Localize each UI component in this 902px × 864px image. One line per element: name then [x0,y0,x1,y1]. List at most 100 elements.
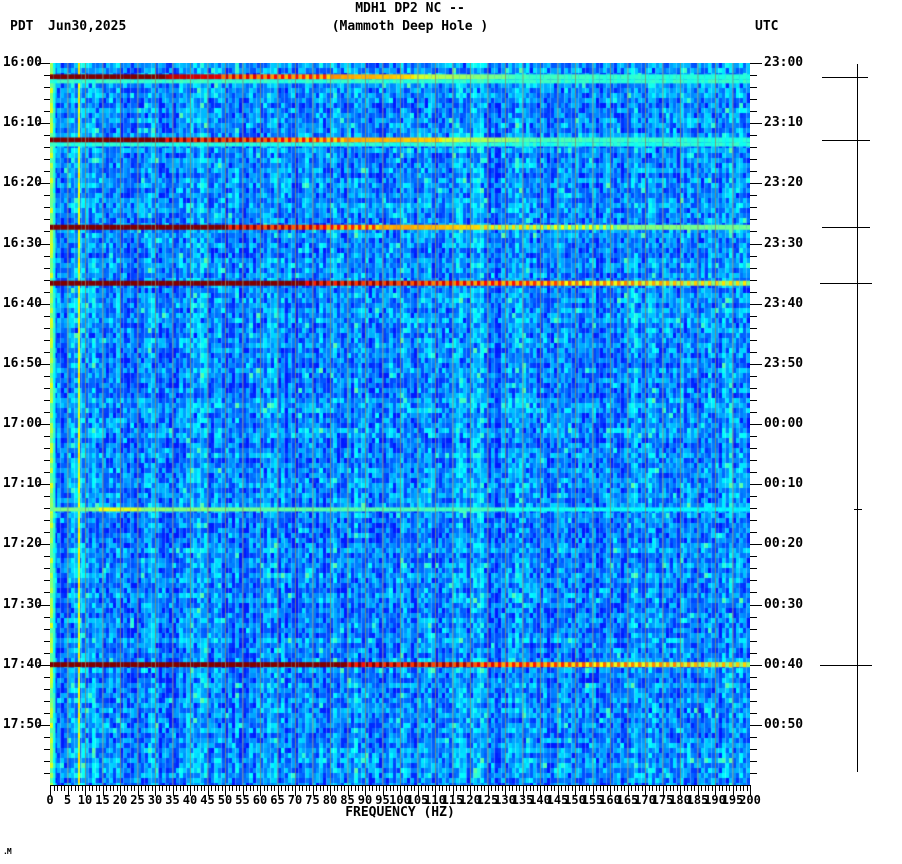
date-label: Jun30,2025 [48,19,127,34]
right-major-tick [750,63,762,64]
x-minor-tick [284,785,286,791]
x-minor-tick [613,785,615,791]
x-major-tick [382,785,384,796]
right-minor-tick [750,448,757,450]
x-minor-tick [690,785,692,791]
x-minor-tick [106,785,107,791]
x-minor-tick [74,785,76,791]
right-axis-tick-label: 23:00 [764,55,804,70]
x-minor-tick [533,785,534,791]
x-minor-tick [694,785,695,791]
x-minor-tick [323,785,324,791]
x-minor-tick [547,785,548,791]
x-minor-tick [739,785,741,791]
x-minor-tick [375,785,377,791]
right-minor-tick [750,556,757,558]
x-major-tick [522,785,524,796]
right-minor-tick [750,568,757,570]
right-minor-tick [750,532,757,534]
x-minor-tick [53,785,55,791]
x-minor-tick [337,785,338,791]
x-major-tick [662,785,664,796]
x-minor-tick [578,785,580,791]
right-minor-tick [750,580,757,582]
x-minor-tick [288,785,289,791]
x-minor-tick [57,785,58,791]
x-minor-tick [134,785,135,791]
x-minor-tick [239,785,240,791]
x-minor-tick [596,785,597,791]
x-major-tick [540,785,541,796]
x-minor-tick [60,785,62,791]
right-minor-tick [750,267,757,269]
marker-bar-axis [857,64,858,772]
right-minor-tick [750,219,757,221]
right-minor-tick [750,315,757,317]
left-major-tick [38,604,50,606]
x-minor-tick [316,785,317,791]
x-minor-tick [379,785,380,791]
right-minor-tick [750,748,757,750]
x-minor-tick [214,785,216,791]
x-minor-tick [393,785,394,791]
right-axis-tick-label: 00:50 [764,716,804,732]
x-minor-tick [71,785,72,791]
right-axis-tick-label: 23:30 [764,235,804,251]
x-major-tick [242,785,244,796]
right-minor-tick [750,460,757,462]
right-minor-tick [750,676,757,678]
x-minor-tick [253,785,254,791]
x-minor-tick [722,785,723,791]
x-minor-tick [92,785,93,791]
x-minor-tick [736,785,737,791]
x-major-tick [120,785,121,796]
corner-mark: .M [3,847,12,856]
left-major-tick [38,123,50,125]
x-major-tick [627,785,629,796]
event-amplitude-dash [854,509,862,510]
x-minor-tick [463,785,464,791]
x-minor-tick [648,785,650,791]
left-axis-tick-label: 17:40 [2,656,42,672]
x-minor-tick [683,785,685,791]
right-minor-tick [750,652,757,654]
x-minor-tick [666,785,667,791]
left-major-tick [38,63,50,64]
x-minor-tick [176,785,177,791]
x-minor-tick [113,785,114,791]
x-major-tick [732,785,734,796]
x-minor-tick [508,785,510,791]
left-major-tick [38,424,50,425]
right-axis-tick-label: 00:10 [764,476,804,492]
x-minor-tick [291,785,293,791]
left-axis-tick-label: 16:10 [2,115,42,131]
left-major-tick [38,243,50,245]
right-axis-tick-label: 00:40 [764,656,804,672]
spectrogram-canvas [50,63,750,785]
x-major-tick [715,785,716,796]
x-minor-tick [536,785,538,791]
x-major-tick [645,785,646,796]
x-minor-tick [568,785,569,791]
x-minor-tick [550,785,552,791]
x-major-tick [400,785,401,796]
right-major-tick [750,123,762,125]
x-minor-tick [158,785,160,791]
x-major-tick [225,785,226,796]
x-minor-tick [473,785,475,791]
right-minor-tick [750,712,757,714]
x-minor-tick [718,785,720,791]
x-minor-tick [333,785,335,791]
right-axis-tick-label: 00:00 [764,416,804,431]
x-major-tick [207,785,209,796]
event-amplitude-dash [820,665,872,666]
x-major-tick [417,785,419,796]
right-minor-tick [750,640,757,642]
right-minor-tick [750,207,757,209]
x-minor-tick [130,785,132,791]
x-minor-tick [711,785,713,791]
left-major-tick [38,183,50,185]
x-minor-tick [673,785,674,791]
x-minor-tick [64,785,65,791]
x-minor-tick [424,785,426,791]
